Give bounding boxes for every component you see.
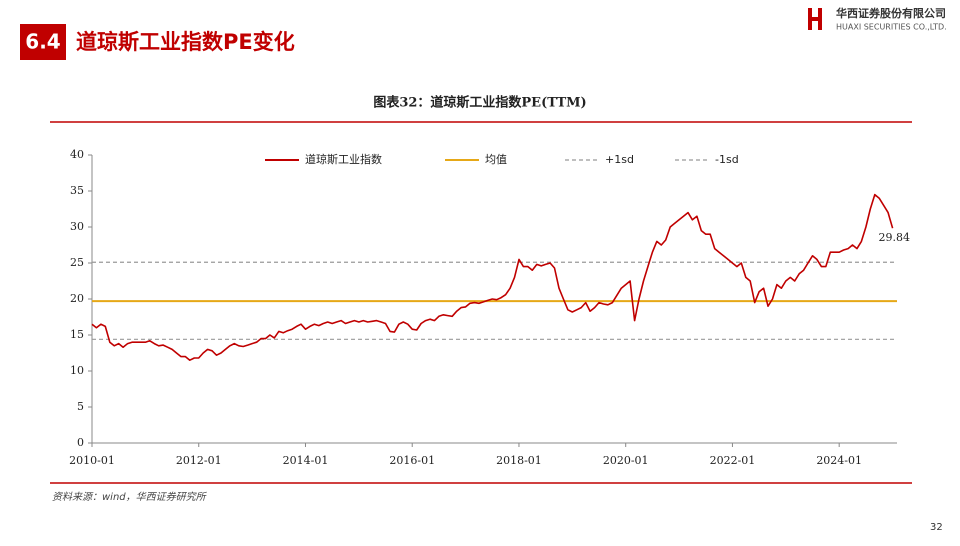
legend-label: 道琼斯工业指数 <box>305 152 382 166</box>
y-tick-label: 20 <box>70 292 84 305</box>
x-tick-label: 2012-01 <box>176 454 222 467</box>
x-tick-label: 2016-01 <box>389 454 435 467</box>
y-tick-label: 5 <box>77 400 84 413</box>
logo-mark <box>808 8 812 30</box>
y-tick-label: 0 <box>77 436 84 449</box>
y-tick-label: 35 <box>70 184 84 197</box>
x-tick-label: 2014-01 <box>283 454 329 467</box>
x-tick-label: 2010-01 <box>69 454 115 467</box>
y-tick-label: 25 <box>70 256 84 269</box>
source-note: 资料来源：wind，华西证券研究所 <box>52 491 208 503</box>
slide-title: 道琼斯工业指数PE变化 <box>76 30 295 54</box>
section-badge <box>20 24 66 60</box>
legend-label: 均值 <box>485 153 507 166</box>
y-tick-label: 10 <box>70 364 84 377</box>
legend-label: +1sd <box>605 153 634 166</box>
y-tick-label: 40 <box>70 148 84 161</box>
x-tick-label: 2020-01 <box>603 454 649 467</box>
x-tick-label: 2018-01 <box>496 454 542 467</box>
data-label: 29.84 <box>879 231 911 244</box>
plot: 0 5 10 15 20 25 30 35 40 2010-01 2012-01 2014-01 201… <box>69 148 910 467</box>
company-en: HUAXI SECURITIES CO.,LTD. <box>836 23 947 32</box>
logo-mark <box>812 17 818 21</box>
page-number: 32 <box>930 522 943 533</box>
series-line <box>91 193 894 361</box>
legend-label: -1sd <box>715 153 739 166</box>
chart-title: 图表32：道琼斯工业指数PE(TTM) <box>373 95 586 111</box>
x-tick-label: 2022-01 <box>710 454 756 467</box>
company-cn: 华西证券股份有限公司 <box>836 6 946 20</box>
y-tick-label: 30 <box>70 220 84 233</box>
logo-mark <box>818 8 822 30</box>
y-tick-label: 15 <box>70 328 84 341</box>
section-number: 6.4 <box>25 30 60 54</box>
x-tick-label: 2024-01 <box>816 454 862 467</box>
